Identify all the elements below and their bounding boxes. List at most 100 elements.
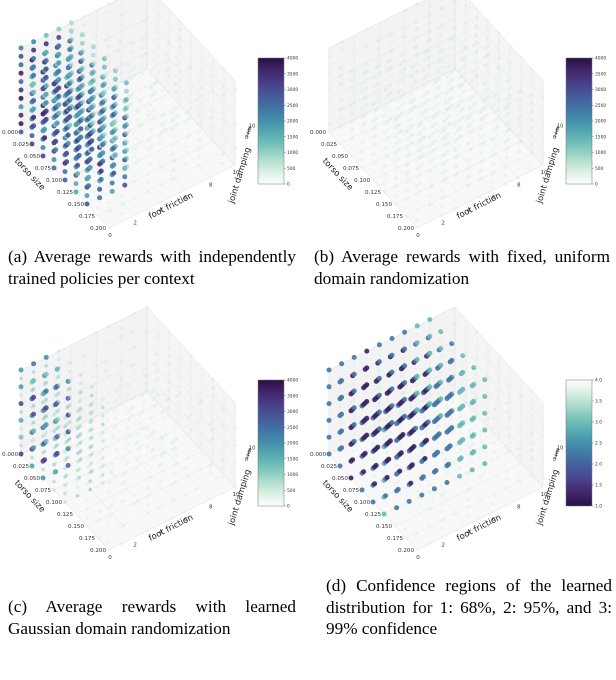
scatter-point xyxy=(443,160,448,164)
scatter-point xyxy=(182,154,187,159)
scatter-point xyxy=(462,30,467,34)
scatter-point xyxy=(105,401,110,405)
scatter-point xyxy=(101,56,107,62)
y-tick-label: 0.050 xyxy=(24,476,40,482)
scatter-point xyxy=(338,133,342,138)
scatter-point xyxy=(220,161,225,165)
scatter-point xyxy=(327,105,331,109)
scatter-point xyxy=(479,168,484,172)
scatter-point xyxy=(470,78,474,83)
scatter-point xyxy=(376,426,382,432)
scatter-point xyxy=(530,448,534,452)
scatter-point xyxy=(108,471,113,475)
scatter-point xyxy=(508,449,512,453)
scatter-point xyxy=(119,169,124,174)
scatter-point xyxy=(467,487,471,492)
scatter-point xyxy=(104,369,108,373)
scatter-point xyxy=(410,115,415,120)
scatter-point xyxy=(404,130,408,134)
scatter-point xyxy=(79,65,85,71)
scatter-point xyxy=(420,137,424,142)
scatter-point xyxy=(435,120,440,124)
scatter-point xyxy=(431,99,435,103)
scatter-point xyxy=(410,90,415,95)
scatter-point xyxy=(387,101,391,106)
scatter-point xyxy=(146,172,151,176)
scatter-point xyxy=(418,503,422,507)
scatter-point xyxy=(541,129,545,134)
scatter-point xyxy=(170,169,174,174)
scatter-point xyxy=(64,456,69,461)
scatter-point xyxy=(433,468,439,473)
scatter-point xyxy=(467,420,471,425)
scatter-point xyxy=(351,354,357,360)
scatter-point xyxy=(462,419,467,424)
scatter-point xyxy=(442,111,446,115)
scatter-point xyxy=(442,466,446,471)
scatter-point xyxy=(90,385,94,389)
grid-line xyxy=(20,51,236,149)
z-tick-label: 2 xyxy=(554,455,557,461)
scatter-point xyxy=(94,364,99,368)
scatter-point xyxy=(435,103,440,107)
scatter-point xyxy=(414,357,420,362)
scatter-point xyxy=(135,109,140,114)
scatter-point xyxy=(506,103,511,108)
scatter-point xyxy=(383,493,389,499)
scatter-point xyxy=(421,153,426,157)
scatter-point xyxy=(479,117,484,122)
scatter-point xyxy=(173,90,177,95)
scatter-point xyxy=(454,469,459,473)
colorbar-gradient xyxy=(257,379,285,507)
scatter-point xyxy=(104,385,108,390)
scatter-point xyxy=(109,188,115,194)
scatter-point xyxy=(173,158,177,162)
scatter-point xyxy=(432,478,437,483)
scatter-point xyxy=(375,444,381,450)
scatter-point xyxy=(464,79,468,83)
scatter-point xyxy=(519,452,523,457)
scatter-point xyxy=(442,195,446,199)
scatter-point xyxy=(508,93,512,98)
scatter-point xyxy=(396,479,400,483)
scatter-point xyxy=(421,127,426,132)
scatter-point xyxy=(409,75,413,79)
scatter-point xyxy=(465,506,470,510)
scatter-point xyxy=(112,484,116,489)
scatter-point xyxy=(528,483,533,487)
scatter-point xyxy=(445,108,449,112)
scatter-point xyxy=(43,371,49,377)
scatter-point xyxy=(406,498,412,504)
scatter-point xyxy=(65,429,71,435)
scatter-point xyxy=(84,193,90,199)
scatter-point xyxy=(86,480,91,485)
scatter-point xyxy=(415,332,419,337)
scatter-point xyxy=(101,439,105,443)
scatter-point xyxy=(75,477,80,481)
scatter-point xyxy=(421,119,426,123)
scatter-point xyxy=(483,64,487,68)
scatter-point xyxy=(171,126,176,130)
scatter-point xyxy=(151,430,155,435)
scatter-point xyxy=(137,447,141,451)
scatter-point xyxy=(31,39,37,45)
scatter-point xyxy=(402,346,408,352)
scatter-point xyxy=(427,483,432,487)
scatter-point xyxy=(434,62,438,67)
scatter-point xyxy=(442,178,446,183)
scatter-point xyxy=(401,60,405,64)
scatter-point xyxy=(449,357,455,363)
scatter-point xyxy=(104,105,108,110)
scatter-point xyxy=(149,68,154,72)
scatter-point xyxy=(112,101,118,107)
scatter-point xyxy=(361,122,366,127)
scatter-point xyxy=(428,63,432,67)
scatter-point xyxy=(440,23,445,27)
scatter-point xyxy=(64,150,70,156)
scatter-point xyxy=(148,162,152,166)
scatter-point xyxy=(80,439,85,443)
scatter-point xyxy=(184,128,188,132)
scatter-point xyxy=(360,132,364,137)
colorbar-tick-label: 1500 xyxy=(287,456,298,462)
scatter-point xyxy=(175,419,179,424)
